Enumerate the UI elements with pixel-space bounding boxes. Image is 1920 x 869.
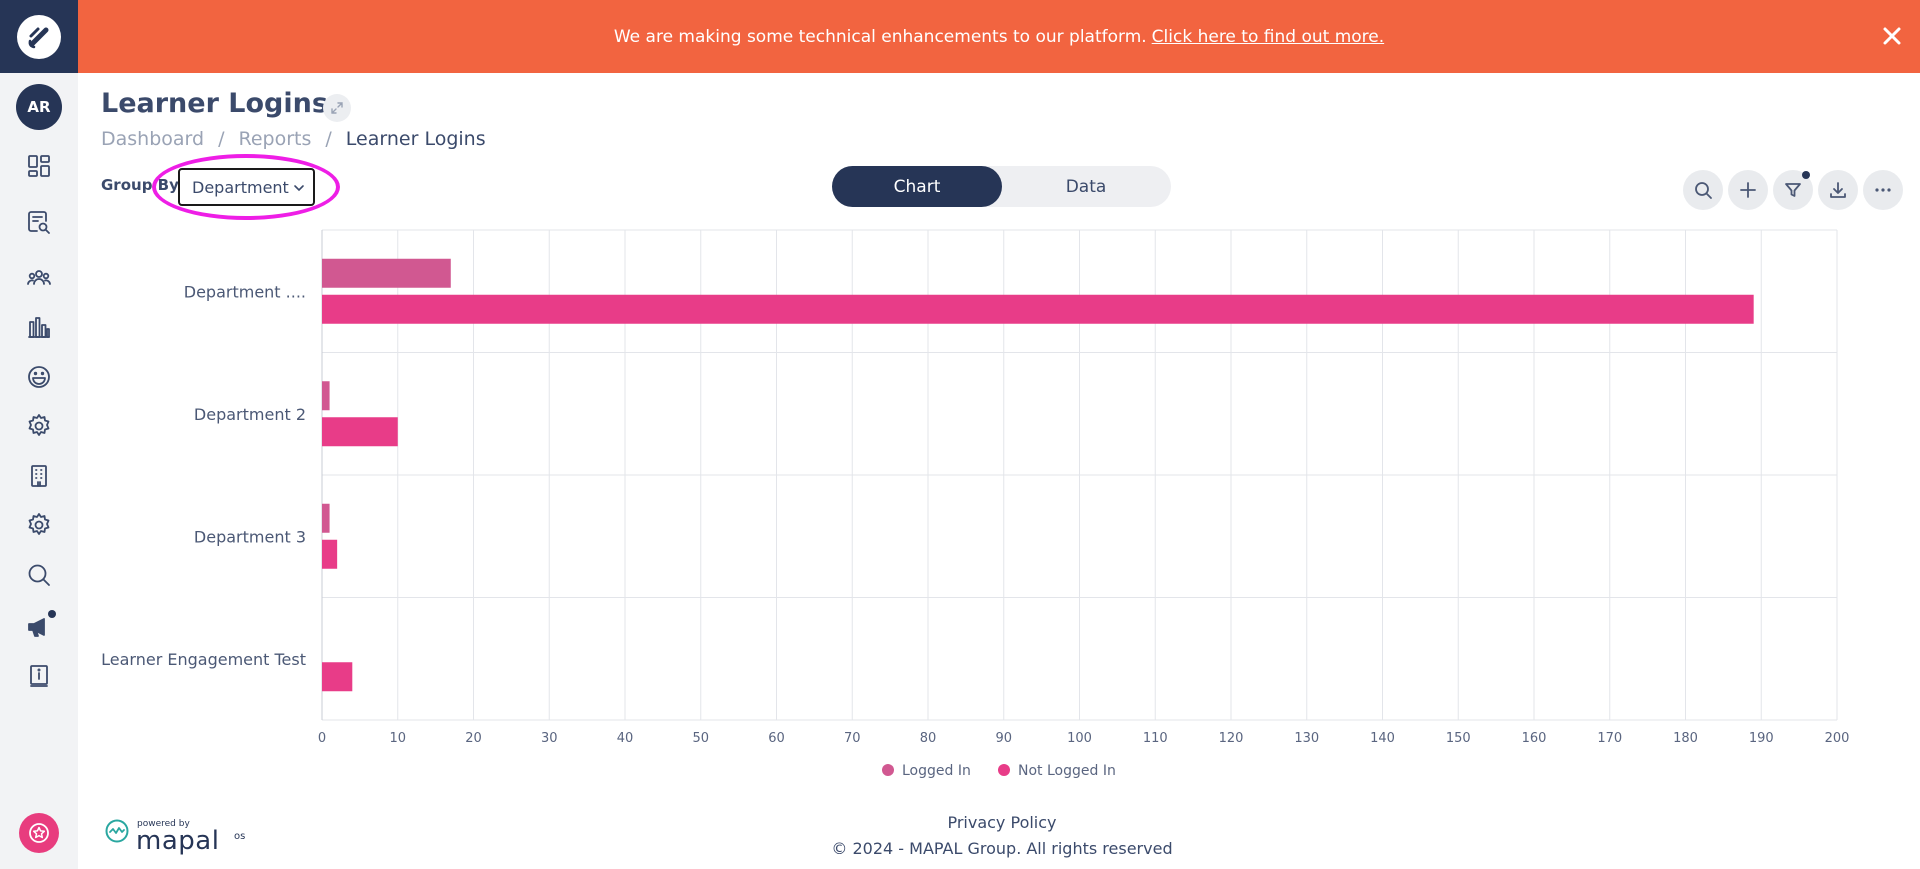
announcement-banner: We are making some technical enhancement… — [78, 0, 1920, 73]
powered-by-label: powered by — [137, 819, 190, 829]
banner-link[interactable]: Click here to find out more. — [1151, 26, 1385, 47]
logo-icon — [17, 14, 61, 59]
x-tick-label: 20 — [465, 731, 482, 746]
bar-logged-in-department[interactable] — [322, 258, 451, 288]
x-tick-label: 120 — [1219, 731, 1244, 746]
mapal-wave-icon — [105, 819, 129, 843]
x-tick-label: 180 — [1673, 731, 1698, 746]
x-tick-label: 90 — [995, 731, 1012, 746]
x-tick-label: 100 — [1067, 731, 1092, 746]
x-tick-label: 170 — [1597, 731, 1622, 746]
x-tick-label: 10 — [389, 731, 406, 746]
x-tick-label: 0 — [318, 731, 326, 746]
brand-name: mapal — [136, 826, 220, 856]
breadcrumb-separator: / — [325, 128, 332, 150]
filter-button[interactable] — [1773, 170, 1813, 210]
help-button[interactable] — [19, 813, 59, 853]
x-tick-label: 70 — [844, 731, 861, 746]
dashboard-icon[interactable] — [24, 151, 54, 181]
report-search-icon[interactable] — [24, 207, 54, 237]
chart-labels: 0 10 20 30 40 50 60 70 80 90 100 110 120 130 140 150 160… — [101, 282, 1849, 746]
sidebar: AR — [0, 0, 78, 869]
filter-active-dot — [1802, 171, 1810, 179]
legend-marker-logged-in[interactable] — [882, 764, 894, 776]
page-title: Learner Logins — [101, 88, 328, 119]
view-toggle: Chart Data — [832, 166, 1171, 207]
x-tick-label: 30 — [541, 731, 558, 746]
search-icon[interactable] — [24, 560, 54, 590]
legend-label-not-logged-in[interactable]: Not Logged In — [1018, 763, 1116, 779]
tab-data[interactable]: Data — [1065, 176, 1107, 197]
filter-icon — [1785, 183, 1801, 197]
x-tick-label: 50 — [692, 731, 709, 746]
copyright-text: © 2024 - MAPAL Group. All rights reserve… — [831, 839, 1173, 858]
x-tick-label: 160 — [1522, 731, 1547, 746]
chart-grid — [321, 229, 1838, 721]
chevron-down-icon — [294, 185, 304, 192]
chart-legend: Logged In Not Logged In — [882, 763, 1116, 779]
bar-not-logged-in-department-3[interactable] — [322, 539, 338, 569]
plus-icon — [1740, 182, 1756, 198]
building-icon[interactable] — [24, 461, 54, 491]
group-by-value: Department — [192, 177, 289, 197]
bar-logged-in-department-2[interactable] — [322, 381, 330, 411]
bar-not-logged-in-department-2[interactable] — [322, 417, 398, 447]
mapal-logo — [104, 818, 130, 848]
banner-message: We are making some technical enhancement… — [613, 26, 1147, 47]
x-tick-label: 200 — [1825, 731, 1850, 746]
more-button[interactable] — [1863, 170, 1903, 210]
breadcrumb-dashboard[interactable]: Dashboard — [101, 128, 205, 150]
expand-button[interactable] — [323, 94, 351, 122]
x-tick-label: 80 — [920, 731, 937, 746]
bar-not-logged-in-learner-engagement-test[interactable] — [322, 662, 353, 692]
download-button[interactable] — [1818, 170, 1858, 210]
x-tick-label: 110 — [1143, 731, 1168, 746]
group-by-select[interactable]: Department — [178, 168, 315, 206]
settings-icon[interactable] — [24, 510, 54, 540]
smiley-icon[interactable] — [24, 362, 54, 392]
close-icon[interactable] — [1878, 22, 1906, 50]
expand-icon — [331, 102, 343, 114]
category-label: Department 3 — [194, 527, 306, 546]
gear-icon[interactable] — [24, 411, 54, 441]
x-tick-label: 130 — [1294, 731, 1319, 746]
info-book-icon[interactable] — [24, 661, 54, 691]
group-by-label: Group By — [101, 176, 179, 194]
chart-bars — [322, 258, 1754, 692]
more-icon — [1875, 188, 1891, 192]
breadcrumb-separator: / — [218, 128, 225, 150]
x-tick-label: 40 — [617, 731, 634, 746]
legend-marker-not-logged-in[interactable] — [998, 764, 1010, 776]
download-icon — [1830, 182, 1846, 198]
bar-chart-icon[interactable] — [24, 312, 54, 342]
legend-label-logged-in[interactable]: Logged In — [902, 763, 971, 779]
add-button[interactable] — [1728, 170, 1768, 210]
avatar[interactable]: AR — [16, 84, 62, 130]
brand-suffix: os — [234, 831, 246, 842]
x-tick-label: 150 — [1446, 731, 1471, 746]
tab-chart[interactable]: Chart — [832, 166, 1002, 207]
category-label: Department .... — [184, 282, 306, 301]
megaphone-icon[interactable] — [24, 610, 56, 642]
breadcrumb-reports[interactable]: Reports — [238, 128, 312, 150]
category-label: Learner Engagement Test — [101, 650, 306, 669]
x-tick-label: 190 — [1749, 731, 1774, 746]
breadcrumb-current: Learner Logins — [345, 128, 486, 150]
bar-logged-in-department-3[interactable] — [322, 503, 330, 533]
app-logo[interactable] — [0, 0, 78, 73]
x-tick-label: 140 — [1370, 731, 1395, 746]
search-icon — [1695, 182, 1712, 199]
notification-dot — [48, 610, 56, 618]
star-badge-icon — [29, 823, 49, 843]
x-tick-label: 60 — [768, 731, 785, 746]
users-icon[interactable] — [24, 263, 54, 293]
privacy-policy-link[interactable]: Privacy Policy — [947, 813, 1057, 832]
bar-not-logged-in-department[interactable] — [322, 294, 1754, 324]
breadcrumb: Dashboard / Reports / Learner Logins — [101, 128, 486, 150]
category-label: Department 2 — [194, 405, 306, 424]
search-button[interactable] — [1683, 170, 1723, 210]
